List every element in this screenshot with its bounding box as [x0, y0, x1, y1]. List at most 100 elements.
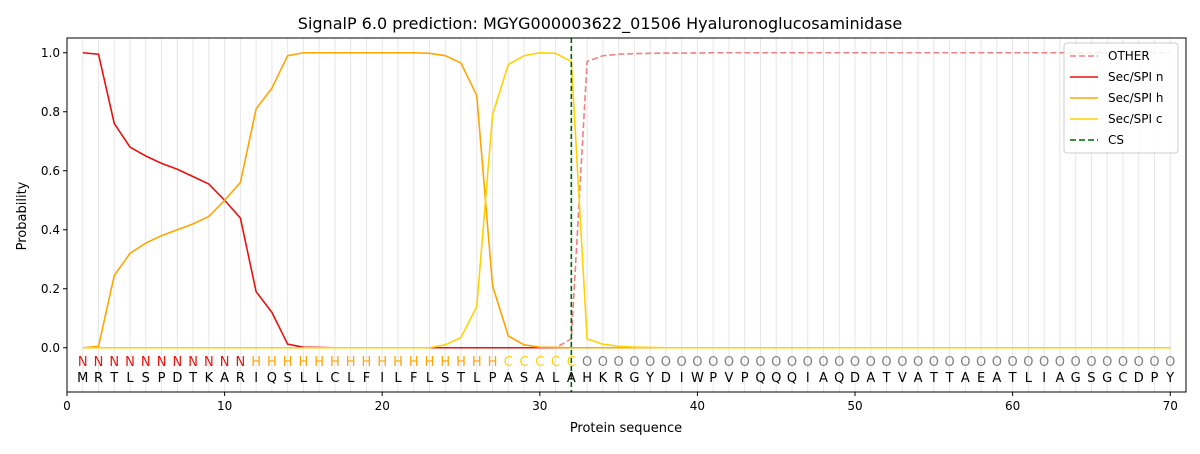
- label-letter: O: [708, 355, 718, 370]
- y-tick-label: 1.0: [41, 46, 60, 60]
- residue-letter: S: [441, 371, 449, 386]
- y-tick-label: 0.4: [41, 223, 60, 237]
- series-line-other: [82, 51, 1171, 349]
- residue-letter: L: [347, 371, 355, 386]
- plot-frame: [66, 37, 1187, 393]
- legend-box: [1063, 42, 1179, 154]
- residue-letter: Y: [1165, 371, 1174, 386]
- label-letter: O: [944, 355, 954, 370]
- label-letter: O: [692, 355, 702, 370]
- label-letter: H: [472, 355, 482, 370]
- residue-letter: Q: [267, 371, 277, 386]
- residue-letter: T: [929, 371, 938, 386]
- label-letter: O: [1071, 355, 1081, 370]
- label-letter: H: [346, 355, 356, 370]
- residue-letter: P: [709, 371, 717, 386]
- series-lines: [82, 51, 1171, 349]
- y-tick-label: 0.8: [41, 105, 60, 119]
- residue-letter: P: [158, 371, 166, 386]
- y-axis-ticks: 0.0 0.2 0.4 0.6 0.8 1.0: [41, 46, 67, 355]
- label-letter: C: [504, 355, 513, 370]
- label-letter: C: [551, 355, 560, 370]
- y-axis-label: Probability: [15, 181, 30, 250]
- x-tick-label: 60: [1005, 399, 1020, 413]
- label-letter: C: [520, 355, 529, 370]
- legend-label: Sec/SPI c: [1108, 112, 1162, 126]
- label-letter: H: [314, 355, 324, 370]
- label-letter: O: [960, 355, 970, 370]
- residue-letter: A: [504, 371, 513, 386]
- residue-letter: K: [599, 371, 608, 386]
- residue-letter: T: [456, 371, 465, 386]
- label-letter: N: [172, 355, 182, 370]
- label-letter: N: [94, 355, 104, 370]
- label-letter: O: [1134, 355, 1144, 370]
- residue-letter: A: [914, 371, 923, 386]
- legend: OTHER Sec/SPI n Sec/SPI h Sec/SPI c CS: [1063, 42, 1179, 154]
- label-letter: O: [598, 355, 608, 370]
- residue-letter: D: [1134, 371, 1144, 386]
- label-letter: N: [109, 355, 119, 370]
- residue-letter: T: [882, 371, 891, 386]
- label-letter: O: [1086, 355, 1096, 370]
- residue-letter: A: [1055, 371, 1064, 386]
- label-letter: H: [362, 355, 372, 370]
- residue-letter: C: [1118, 371, 1127, 386]
- residue-letter: S: [520, 371, 528, 386]
- residue-letter: A: [220, 371, 229, 386]
- label-letter: O: [897, 355, 907, 370]
- label-letter: O: [771, 355, 781, 370]
- residue-letter: T: [1008, 371, 1017, 386]
- label-letter: O: [645, 355, 655, 370]
- x-axis-ticks: 0 10 20 30 40 50 60 70: [63, 392, 1178, 413]
- residue-letter: D: [661, 371, 671, 386]
- label-letter: H: [456, 355, 466, 370]
- label-letter: O: [1023, 355, 1033, 370]
- legend-label: Sec/SPI n: [1108, 70, 1163, 84]
- label-letter: O: [661, 355, 671, 370]
- series-line-sec-spi-h: [82, 51, 1171, 349]
- label-letter: O: [866, 355, 876, 370]
- label-letter: H: [440, 355, 450, 370]
- label-letter: O: [913, 355, 923, 370]
- residue-letter: F: [363, 371, 370, 386]
- residue-letter: P: [741, 371, 749, 386]
- label-letter: O: [976, 355, 986, 370]
- label-letter: N: [125, 355, 135, 370]
- label-letter: H: [377, 355, 387, 370]
- label-letter: H: [425, 355, 435, 370]
- label-letter: O: [614, 355, 624, 370]
- label-letter: O: [1039, 355, 1049, 370]
- label-letter: N: [141, 355, 151, 370]
- x-tick-label: 30: [532, 399, 547, 413]
- chart-title: SignalP 6.0 prediction: MGYG000003622_01…: [298, 14, 902, 34]
- label-letter: O: [929, 355, 939, 370]
- residue-letter: G: [1071, 371, 1081, 386]
- label-letter: N: [78, 355, 88, 370]
- label-letter: H: [283, 355, 293, 370]
- label-letter: O: [1118, 355, 1128, 370]
- residue-letter: I: [806, 371, 810, 386]
- residue-letter: G: [1102, 371, 1112, 386]
- x-tick-label: 20: [375, 399, 390, 413]
- label-letter: H: [330, 355, 340, 370]
- residue-letter: S: [284, 371, 292, 386]
- residue-letter: Q: [787, 371, 797, 386]
- label-letter: O: [724, 355, 734, 370]
- label-letter: O: [582, 355, 592, 370]
- x-tick-label: 10: [217, 399, 232, 413]
- label-letter: H: [267, 355, 277, 370]
- sequence-annotations: NMNRNTNLNSNPNDNTNKNANRHIHQHSHLHLHCHLHFHI…: [77, 355, 1175, 386]
- label-letter: C: [567, 355, 576, 370]
- residue-letter: G: [629, 371, 639, 386]
- y-tick-label: 0.2: [41, 282, 60, 296]
- label-letter: N: [220, 355, 230, 370]
- residue-letter: H: [582, 371, 592, 386]
- x-axis-label: Protein sequence: [570, 421, 682, 436]
- x-tick-label: 40: [690, 399, 705, 413]
- label-letter: O: [1165, 355, 1175, 370]
- series-line-sec-spi-n: [82, 51, 1171, 349]
- residue-letter: L: [394, 371, 402, 386]
- residue-letter: T: [945, 371, 954, 386]
